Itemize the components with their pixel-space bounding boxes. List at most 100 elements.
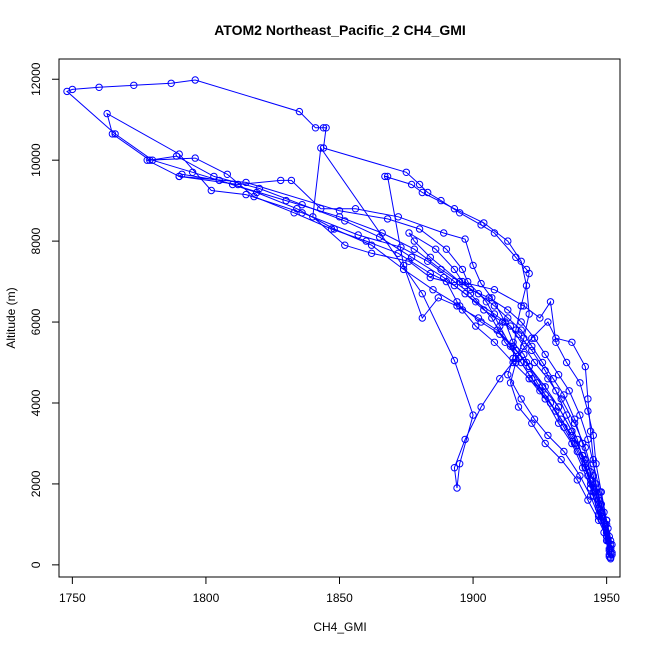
data-point xyxy=(453,298,461,306)
data-point xyxy=(517,358,525,367)
x-tick-label: 1800 xyxy=(193,591,220,605)
data-point xyxy=(530,334,539,342)
y-tick-label: 6000 xyxy=(29,308,43,335)
data-point xyxy=(589,460,597,468)
data-point xyxy=(568,439,576,448)
data-point xyxy=(469,261,477,270)
data-point xyxy=(546,298,555,306)
data-point xyxy=(477,403,485,411)
series-4 xyxy=(175,170,615,562)
data-point xyxy=(536,314,544,322)
data-point xyxy=(522,281,531,290)
data-point xyxy=(581,443,589,452)
data-point xyxy=(383,172,392,181)
series-1 xyxy=(63,76,615,563)
data-point xyxy=(103,109,111,118)
data-point xyxy=(544,318,552,326)
data-point xyxy=(450,277,459,286)
data-point xyxy=(215,176,224,185)
data-point xyxy=(504,371,512,379)
data-point xyxy=(469,411,477,419)
x-tick-label: 1900 xyxy=(460,591,487,605)
y-tick-label: 0 xyxy=(29,561,43,568)
data-point xyxy=(533,379,541,387)
data-point xyxy=(541,350,549,359)
chart-title: ATOM2 Northeast_Pacific_2 CH4_GMI xyxy=(214,22,466,38)
series-line xyxy=(312,146,612,551)
data-point xyxy=(293,205,301,213)
data-point xyxy=(552,387,560,395)
data-point xyxy=(509,342,517,350)
data-point xyxy=(461,235,469,243)
data-point xyxy=(472,322,480,330)
data-point xyxy=(341,217,349,225)
data-point xyxy=(544,431,552,440)
data-point xyxy=(319,124,328,132)
data-point xyxy=(528,419,536,427)
data-point xyxy=(554,403,563,411)
data-point xyxy=(464,277,472,286)
data-point xyxy=(504,306,512,314)
data-point xyxy=(426,269,434,278)
data-point xyxy=(367,249,376,258)
data-point xyxy=(456,277,464,286)
data-point xyxy=(399,261,408,270)
data-point xyxy=(191,76,199,84)
data-point xyxy=(450,265,459,274)
data-point xyxy=(418,290,426,298)
data-point xyxy=(552,338,560,346)
x-tick-label: 1950 xyxy=(593,591,620,605)
data-point xyxy=(573,476,581,484)
data-point xyxy=(517,395,525,403)
data-point xyxy=(525,310,533,318)
data-point xyxy=(253,188,261,197)
data-point xyxy=(429,286,437,294)
data-point xyxy=(520,334,528,342)
data-point xyxy=(458,265,467,274)
data-point xyxy=(586,484,595,492)
data-point xyxy=(541,383,549,391)
data-point xyxy=(424,257,432,265)
data-point xyxy=(578,464,587,472)
series-line xyxy=(177,173,612,558)
data-point xyxy=(514,403,523,411)
data-point xyxy=(570,419,579,427)
data-point xyxy=(418,314,426,322)
data-point xyxy=(405,257,413,265)
data-point xyxy=(311,124,320,132)
y-axis: 0 2000 4000 6000 8000 10000 12000 xyxy=(29,62,59,568)
data-point xyxy=(442,245,451,253)
data-point xyxy=(330,225,338,233)
data-point xyxy=(520,302,528,310)
data-point xyxy=(541,439,549,448)
data-point xyxy=(602,516,611,524)
data-point xyxy=(415,180,424,189)
series-line xyxy=(384,175,612,549)
series-line xyxy=(408,232,613,545)
data-point xyxy=(407,253,416,261)
series-3 xyxy=(143,154,616,557)
data-point xyxy=(383,215,392,223)
data-point xyxy=(480,219,488,227)
data-point xyxy=(461,435,469,444)
series-6 xyxy=(309,144,615,555)
data-point xyxy=(466,286,475,294)
data-point xyxy=(576,379,584,387)
data-point xyxy=(581,362,589,371)
y-tick-label: 12000 xyxy=(29,62,43,96)
data-point xyxy=(501,318,509,326)
data-point xyxy=(282,196,290,205)
y-axis-label: Altitude (m) xyxy=(4,287,18,348)
y-tick-label: 2000 xyxy=(29,470,43,497)
series-line xyxy=(66,79,612,559)
data-point xyxy=(466,290,475,298)
data-point xyxy=(418,188,426,197)
data-point xyxy=(606,545,615,553)
data-point xyxy=(143,156,151,164)
data-point xyxy=(560,447,568,456)
data-point xyxy=(608,540,616,549)
data-point xyxy=(528,346,536,355)
series-group xyxy=(63,76,616,563)
data-point xyxy=(335,207,344,215)
data-point xyxy=(458,277,467,286)
